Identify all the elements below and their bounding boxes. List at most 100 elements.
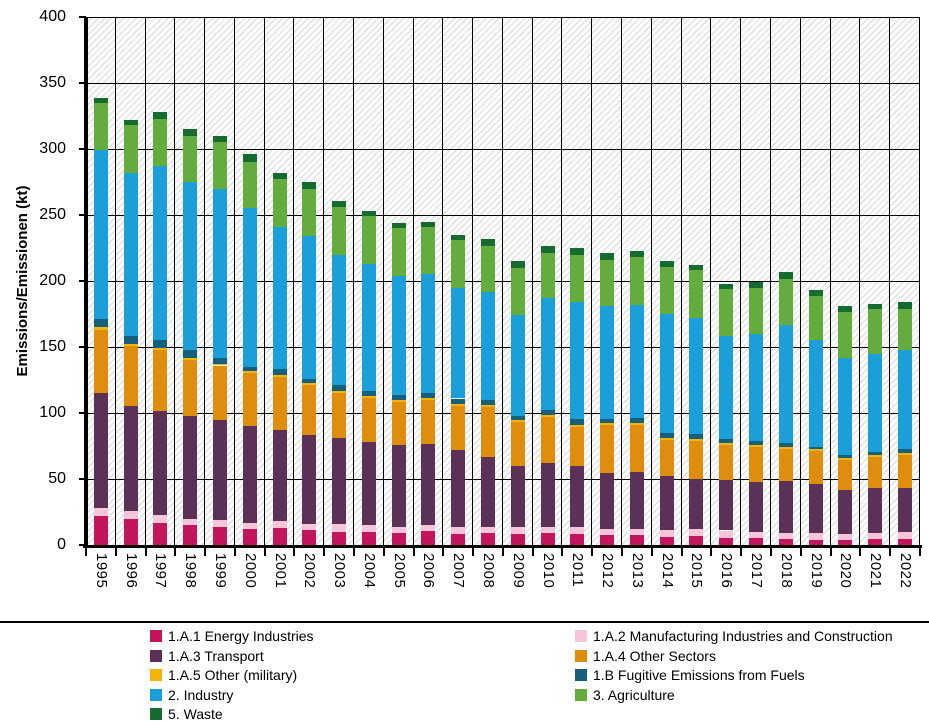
bar-segment <box>897 455 912 488</box>
bar-segment <box>629 250 644 258</box>
bar-segment <box>838 312 853 358</box>
bar-segment <box>540 416 555 463</box>
bar-segment <box>123 125 138 173</box>
x-tick-mark <box>830 548 832 556</box>
bar-segment <box>451 234 466 241</box>
bar-segment <box>510 527 525 535</box>
x-tick-mark <box>293 548 295 556</box>
bar-segment <box>272 521 287 528</box>
bar-segment <box>868 539 883 545</box>
bar-segment <box>570 424 585 427</box>
bar-segment <box>332 207 347 255</box>
bar-segment <box>600 528 615 536</box>
column-separator <box>919 17 920 545</box>
x-tick-label-2014: 2014 <box>658 553 676 589</box>
y-tick-label-200: 200 <box>39 272 66 289</box>
bar-segment <box>719 479 734 531</box>
x-tick-mark <box>919 548 921 556</box>
bar-segment <box>481 246 496 292</box>
bar-segment <box>808 290 823 297</box>
bar-segment <box>659 440 674 477</box>
bar-segment <box>540 410 555 415</box>
legend-item: 1.A.4 Other Sectors <box>575 648 716 664</box>
bar-segment <box>272 430 287 522</box>
bar-segment <box>153 165 168 341</box>
bar-segment <box>659 438 674 441</box>
legend-item: 1.A.1 Energy Industries <box>150 628 314 644</box>
bar-segment <box>93 515 108 545</box>
y-tick-mark <box>79 214 86 216</box>
column-separator <box>115 17 116 545</box>
bar-segment <box>510 314 525 416</box>
x-tick-label-2002: 2002 <box>301 553 319 589</box>
bar-segment <box>808 533 823 540</box>
x-tick-label-2015: 2015 <box>688 553 706 589</box>
bar-segment <box>600 259 615 307</box>
y-tick-mark <box>79 478 86 480</box>
x-tick-mark <box>532 548 534 556</box>
bar-segment <box>629 422 644 425</box>
bar-segment <box>421 226 436 275</box>
bar-segment <box>421 524 436 532</box>
column-separator <box>323 17 324 545</box>
y-tick-label-300: 300 <box>39 140 66 157</box>
bar-segment <box>689 529 704 537</box>
bar-segment <box>332 385 347 392</box>
bar-segment <box>600 252 615 260</box>
bar-segment <box>242 522 257 530</box>
bar-segment <box>600 418 615 423</box>
bar-segment <box>153 118 168 166</box>
bar-segment <box>421 221 436 227</box>
column-separator <box>621 17 622 545</box>
column-separator <box>353 17 354 545</box>
bar-segment <box>719 530 734 538</box>
bar-segment <box>451 240 466 288</box>
bar-segment <box>689 536 704 545</box>
bar-segment <box>123 510 138 519</box>
x-tick-label-2022: 2022 <box>896 553 914 589</box>
bar-segment <box>213 519 227 527</box>
x-tick-mark <box>859 548 861 556</box>
y-tick-label-400: 400 <box>39 8 66 25</box>
column-separator <box>204 17 205 545</box>
bar-segment <box>749 532 764 539</box>
column-separator <box>591 17 592 545</box>
legend-label: 1.A.5 Other (military) <box>168 667 298 683</box>
column-separator <box>561 17 562 545</box>
bar-segment <box>481 533 496 545</box>
bar-segment <box>213 526 227 545</box>
bar-segment <box>778 446 793 449</box>
bar-segment <box>749 287 764 334</box>
legend-swatch <box>575 649 587 662</box>
bar-segment <box>629 424 644 473</box>
y-tick-mark <box>79 82 86 84</box>
bar-segment <box>897 448 912 454</box>
bar-segment <box>808 483 823 534</box>
x-tick-label-2003: 2003 <box>331 553 349 589</box>
column-separator <box>293 17 294 545</box>
bar-segment <box>778 272 793 280</box>
gridline-y-300 <box>86 149 920 150</box>
column-separator <box>383 17 384 545</box>
x-tick-label-1998: 1998 <box>182 553 200 589</box>
column-separator <box>472 17 473 545</box>
bar-segment <box>242 426 257 523</box>
bar-segment <box>778 533 793 540</box>
bar-segment <box>510 267 525 315</box>
bar-segment <box>600 422 615 425</box>
bar-segment <box>749 281 764 288</box>
column-separator <box>889 17 890 545</box>
y-tick-label-100: 100 <box>39 404 66 421</box>
bar-segment <box>778 279 793 325</box>
bar-segment <box>897 302 912 309</box>
legend-label: 1.B Fugitive Emissions from Fuels <box>593 667 805 683</box>
column-separator <box>532 17 533 545</box>
bar-segment <box>332 391 347 394</box>
gridline-y-200 <box>86 281 920 282</box>
x-tick-label-2017: 2017 <box>748 553 766 589</box>
gridline-y-250 <box>86 215 920 216</box>
x-tick-label-1997: 1997 <box>152 553 170 589</box>
bar-segment <box>868 309 883 354</box>
y-tick-mark <box>79 412 86 414</box>
